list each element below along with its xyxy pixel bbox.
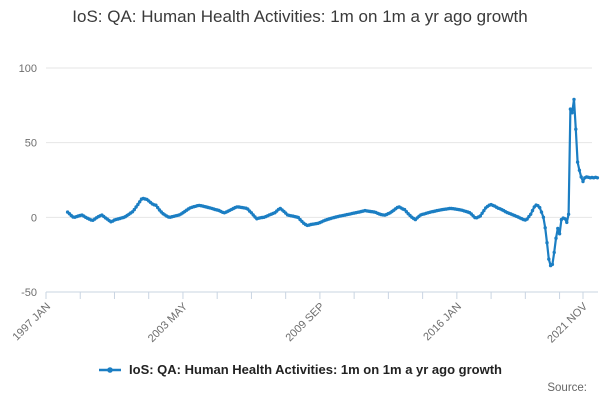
series-point-marker: [568, 107, 573, 111]
y-axis-tick-label: 100: [19, 63, 37, 75]
series-point-marker: [572, 97, 576, 102]
series-point-marker: [545, 241, 549, 245]
series-point-marker: [581, 179, 585, 184]
chart-title: IoS: QA: Human Health Activities: 1m on …: [72, 7, 528, 26]
series-point-marker: [543, 226, 547, 230]
series-point-marker: [550, 262, 555, 267]
series-point-marker: [529, 212, 533, 216]
series-point-marker: [482, 208, 486, 213]
legend-series-marker-icon: [99, 366, 122, 373]
series-point-marker: [154, 203, 158, 207]
series-point-marker: [565, 220, 569, 225]
series-point-marker: [563, 217, 567, 221]
series-point-marker: [570, 111, 574, 115]
series-point-marker: [538, 205, 542, 210]
series-point-marker: [566, 212, 571, 216]
series-point-marker: [478, 214, 482, 218]
series-point-marker: [547, 257, 551, 261]
x-axis-tick-label: 2021 NOV: [545, 300, 590, 345]
series-point-marker: [541, 215, 546, 219]
source-label: Source:: [547, 382, 587, 394]
series-point-marker: [527, 214, 531, 219]
series-point-marker: [577, 168, 582, 172]
series-point-marker: [557, 232, 562, 236]
series-point-marker: [530, 208, 535, 213]
series-point-marker: [595, 176, 600, 180]
series-point-marker: [539, 210, 544, 214]
series-point-marker: [136, 202, 140, 207]
series-point-marker: [575, 160, 580, 164]
x-axis-tick-label: 1997 JAN: [10, 301, 53, 344]
series-line: [66, 98, 599, 267]
y-axis-tick-label: -50: [21, 287, 37, 299]
series-point-marker: [156, 205, 160, 210]
x-axis-tick-label: 2003 MAY: [146, 300, 191, 345]
series-point-marker: [554, 236, 558, 240]
series-point-marker: [138, 200, 142, 204]
series-point-marker: [134, 205, 138, 209]
y-axis-tick-label: 50: [25, 138, 37, 150]
legend-series-label: IoS: QA: Human Health Activities: 1m on …: [129, 362, 502, 377]
x-axis-tick-label: 2016 JAN: [421, 301, 464, 344]
series-point-marker: [574, 127, 578, 131]
x-axis-tick-label: 2009 SEP: [284, 301, 328, 345]
legend[interactable]: IoS: QA: Human Health Activities: 1m on …: [0, 362, 600, 377]
series-point-marker: [552, 250, 556, 255]
series-point-marker: [132, 207, 136, 212]
y-axis-tick-label: 0: [31, 212, 37, 224]
series-point-marker: [480, 211, 484, 215]
series-point-marker: [579, 175, 583, 179]
series-point-marker: [556, 226, 560, 231]
series-point-marker: [525, 217, 529, 221]
